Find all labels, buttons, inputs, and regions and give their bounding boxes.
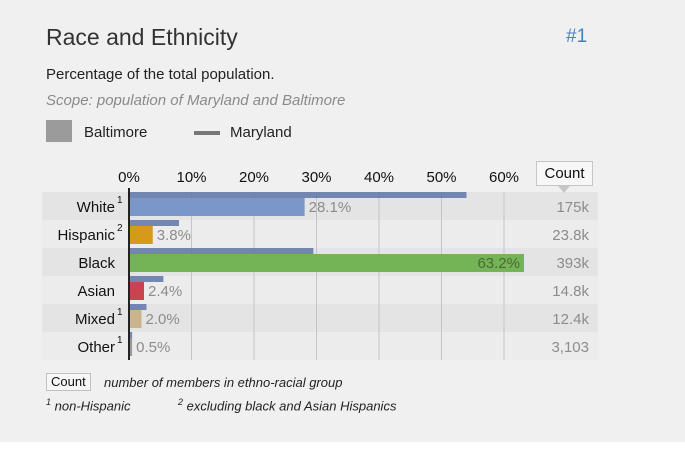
chart-title: Race and Ethnicity [46,24,238,50]
tick-label: 40% [364,169,394,186]
tick-label: 10% [176,169,206,186]
legend-label-baltimore: Baltimore [84,124,148,141]
footnote-1-mark: 1 [46,397,52,407]
category-label-other: Other [77,339,115,356]
category-label-hispanic: Hispanic [57,227,115,244]
bar-chart: 0% 10% 20% 30% 40% 50% 60%28.1%White 1 175k3.8%H… [42,169,598,360]
tick-label: 60% [489,169,519,186]
footer-count-key: Count [46,373,91,391]
tick-label: 30% [301,169,331,186]
category-label-asian: Asian [77,283,115,300]
chart-panel: Race and Ethnicity #1 Percentage of the … [0,0,685,442]
count-value-mixed: 12.4k [552,311,589,328]
maryland-bar-hispanic [129,220,179,226]
baltimore-bar-other [129,338,133,356]
category-label-white: White [77,199,115,216]
value-label-white: 28.1% [309,199,352,216]
row-background-other [42,332,598,360]
legend-swatch-baltimore [46,120,72,142]
count-value-asian: 14.8k [552,283,589,300]
baltimore-bar-mixed [129,310,142,328]
chart-scope: Scope: population of Maryland and Baltim… [46,92,346,109]
count-column-header[interactable]: Count [536,161,593,186]
legend-swatch-maryland [194,131,220,135]
tick-label: 0% [118,169,140,186]
maryland-bar-white [129,192,467,198]
footnote-2-text: excluding black and Asian Hispanics [186,398,397,414]
count-value-black: 393k [556,255,589,272]
row-background-asian [42,276,598,304]
footnote-2: 2 excluding black and Asian Hispanics [178,397,396,413]
category-superscript-hispanic: 2 [117,223,123,234]
maryland-bar-mixed [129,304,147,310]
value-label-hispanic: 3.8% [157,227,191,244]
rank-link[interactable]: #1 [566,26,588,47]
category-label-mixed: Mixed [75,311,115,328]
maryland-bar-black [129,248,314,254]
tick-label: 50% [426,169,456,186]
value-label-asian: 2.4% [148,283,182,300]
chart-subtitle: Percentage of the total population. [46,66,275,83]
footnote-1-text: non-Hispanic [54,398,131,414]
legend-label-maryland: Maryland [230,124,292,141]
baltimore-bar-hispanic [129,226,153,244]
footnote-1: 1 non-Hispanic [46,397,131,413]
tick-label: 20% [239,169,269,186]
category-superscript-other: 1 [117,335,123,346]
baltimore-bar-white [129,198,305,216]
maryland-bar-asian [129,276,164,282]
count-value-other: 3,103 [551,339,589,356]
baltimore-bar-asian [129,282,144,300]
count-value-hispanic: 23.8k [552,227,589,244]
value-label-other: 0.5% [136,339,170,356]
count-value-white: 175k [556,199,589,216]
category-superscript-white: 1 [117,195,123,206]
value-label-mixed: 2.0% [146,311,180,328]
footnote-2-mark: 2 [178,397,184,407]
baltimore-bar-black [129,254,524,272]
row-background-hispanic [42,220,598,248]
count-header-caret [558,186,570,193]
maryland-bar-other [129,332,133,338]
category-superscript-mixed: 1 [117,307,123,318]
category-label-black: Black [78,255,115,272]
row-background-mixed [42,304,598,332]
footer-count-description: number of members in ethno-racial group [104,375,343,390]
value-label-black: 63.2% [477,255,520,272]
